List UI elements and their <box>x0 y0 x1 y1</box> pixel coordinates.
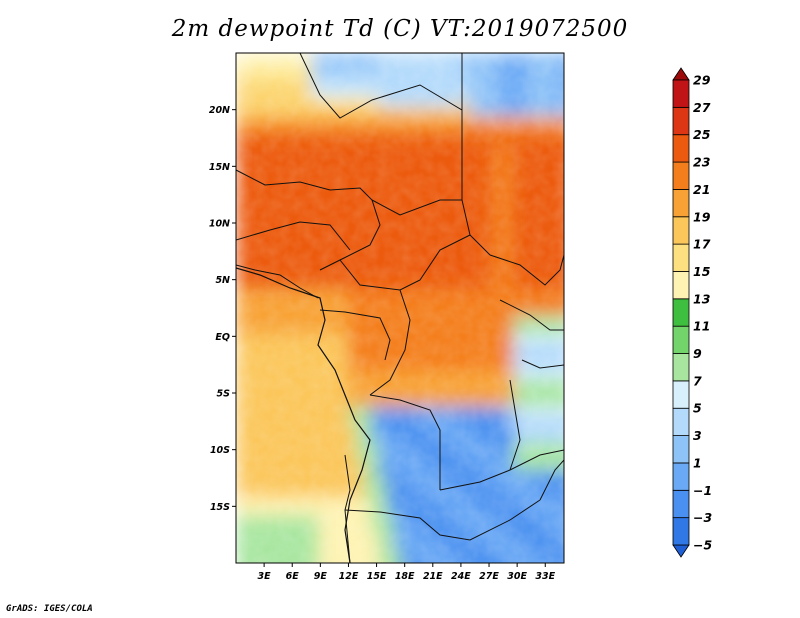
colorbar-label: 15 <box>693 264 711 279</box>
colorbar-swatch <box>672 353 690 382</box>
x-tick-label: 24E <box>451 571 471 582</box>
colorbar-swatch <box>672 106 690 136</box>
colorbar-swatch <box>672 216 690 245</box>
colorbar-swatch <box>672 380 690 409</box>
colorbar-swatch <box>672 161 690 190</box>
x-axis: 3E 6E 9E 12E 15E 18E 21E 24E 27E 30E 33E <box>258 563 556 582</box>
colorbar-label: −3 <box>693 510 712 525</box>
grads-credit: GrADS: IGES/COLA <box>6 604 93 614</box>
colorbar-swatch <box>672 489 690 519</box>
x-tick-label: 30E <box>507 571 527 582</box>
colorbar-swatch <box>672 435 690 464</box>
colorbar-label: 5 <box>693 401 702 416</box>
colorbar-label: 11 <box>693 319 710 334</box>
x-tick-label: 15E <box>367 571 387 582</box>
colorbar-swatch <box>672 271 690 300</box>
colorbar-label: 13 <box>693 291 710 306</box>
colorbar-label: 3 <box>693 428 702 443</box>
colorbar-label: 23 <box>693 155 710 170</box>
country-borders <box>236 53 564 563</box>
colorbar-swatch <box>672 134 690 163</box>
colorbar-swatch <box>672 517 690 546</box>
colorbar-swatch <box>672 243 690 272</box>
x-tick-label: 18E <box>395 571 415 582</box>
y-axis: 20N 15N 10N 5N EQ 5S 10S 15S <box>209 105 236 513</box>
x-tick-label: 9E <box>314 571 328 582</box>
x-tick-label: 27E <box>479 571 499 582</box>
chart-title: 2m dewpoint Td (C) VT:2019072500 <box>171 16 629 42</box>
colorbar-label: 17 <box>693 237 711 252</box>
colorbar-swatch <box>672 325 690 354</box>
x-tick-label: 21E <box>423 571 443 582</box>
x-tick-label: 3E <box>258 571 272 582</box>
y-tick-label: 5S <box>217 389 231 400</box>
y-tick-label: 15N <box>209 162 230 173</box>
colorbar-label: 25 <box>693 127 711 142</box>
colorbar-swatch <box>672 407 690 436</box>
colorbar-label: 1 <box>693 455 702 470</box>
colorbar-label: 27 <box>693 100 711 115</box>
colorbar-swatch <box>672 298 690 327</box>
y-tick-label: EQ <box>215 332 230 343</box>
map-frame <box>235 52 565 564</box>
colorbar-legend: 29 27 25 23 21 19 17 15 13 11 9 7 5 3 1 −1 −3 −5 <box>672 67 712 558</box>
colorbar-label: −1 <box>693 483 712 498</box>
y-tick-label: 5N <box>215 275 230 286</box>
colorbar-label: 29 <box>693 73 711 88</box>
coastline <box>236 267 371 563</box>
colorbar-label: 19 <box>693 209 711 224</box>
colorbar-swatch <box>672 79 690 108</box>
colorbar-arrow-high <box>672 67 690 81</box>
x-tick-label: 12E <box>339 571 359 582</box>
y-tick-label: 20N <box>209 105 230 116</box>
colorbar-label: 9 <box>693 346 702 361</box>
x-tick-label: 6E <box>286 571 300 582</box>
colorbar-arrow-low <box>672 544 690 558</box>
y-tick-label: 10N <box>209 219 230 230</box>
colorbar-label: −5 <box>693 538 712 553</box>
colorbar-swatch <box>672 462 690 491</box>
x-tick-label: 33E <box>535 571 555 582</box>
colorbar-label: 7 <box>693 373 702 388</box>
dewpoint-field <box>236 53 564 563</box>
colorbar-swatch <box>672 189 690 218</box>
y-tick-label: 15S <box>210 502 230 513</box>
colorbar-label: 21 <box>693 182 710 197</box>
y-tick-label: 10S <box>210 445 230 456</box>
